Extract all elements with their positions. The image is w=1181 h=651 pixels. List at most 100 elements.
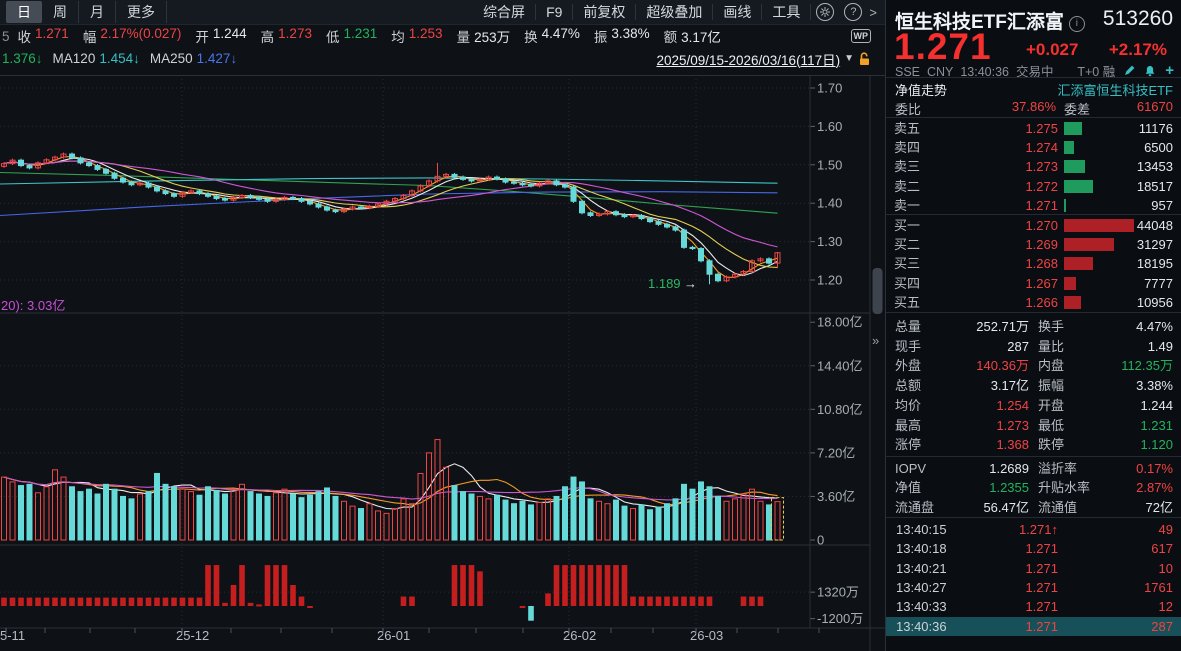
- edit-pencil-icon[interactable]: [1124, 65, 1135, 76]
- volume-bar: [137, 493, 143, 541]
- volume-bar: [553, 495, 560, 541]
- volume-bar: [86, 488, 92, 541]
- date-range-control[interactable]: 2025/09/15-2026/03/16(117日) ▼: [656, 49, 871, 69]
- fundflow-bar: [647, 596, 653, 606]
- volume-bar: [256, 493, 262, 541]
- fundflow-bar: [154, 597, 160, 606]
- price-tick-label: 1.40: [817, 196, 842, 211]
- help-icon[interactable]: ?: [844, 3, 863, 21]
- stat-label: 最高: [895, 417, 922, 433]
- toolbar-item-5[interactable]: 工具: [762, 4, 812, 20]
- tab-period-2[interactable]: 月: [79, 1, 116, 23]
- wp-window-icon[interactable]: WP: [850, 29, 871, 43]
- alert-bell-icon[interactable]: [1144, 65, 1156, 77]
- orderbook-price[interactable]: 1.275: [1025, 121, 1058, 136]
- unlock-icon[interactable]: [858, 51, 871, 66]
- tab-period-0[interactable]: 日: [6, 1, 42, 23]
- orderbook-price[interactable]: 1.271: [1025, 197, 1058, 213]
- quote-stat-6: 量 253万: [457, 26, 511, 46]
- orderbook-price[interactable]: 1.267: [1025, 275, 1058, 291]
- stat-label: 振幅: [1038, 378, 1065, 394]
- toolbar-item-3[interactable]: 超级叠加: [636, 4, 714, 20]
- toolbar-item-4[interactable]: 画线: [713, 4, 763, 20]
- quote-stat-value: 1.273: [278, 26, 312, 41]
- fundflow-bar: [26, 597, 33, 606]
- stat-value: 112.35万: [1121, 358, 1173, 374]
- volume-bar: [740, 493, 747, 541]
- candle-body: [349, 206, 356, 210]
- orderbook-depth-bar: [1064, 257, 1093, 271]
- candle-body: [451, 173, 458, 178]
- tab-period-1[interactable]: 周: [42, 1, 79, 23]
- tab-period-3[interactable]: 更多: [116, 1, 167, 23]
- volume-bar: [536, 501, 543, 541]
- candle-body: [511, 181, 517, 184]
- orderbook-price[interactable]: 1.274: [1025, 140, 1058, 156]
- orderbook-depth-bar: [1064, 122, 1082, 135]
- ma20-line: [3, 160, 778, 248]
- fundflow-bar: [205, 565, 211, 606]
- sell-row-2[interactable]: 卖三 1.273 13453: [886, 157, 1181, 176]
- kline-chart[interactable]: 1.70 1.60 1.50 1.40 1.30 1.20 18.00亿 14.40亿 10.8…: [0, 75, 885, 651]
- candle-body: [655, 221, 662, 225]
- buy-row-0[interactable]: 买一 1.270 44048: [886, 216, 1181, 235]
- candle-body: [528, 184, 534, 187]
- candle-body: [332, 209, 339, 213]
- month-label: 26-03: [690, 628, 723, 643]
- orderbook-depth-bar: [1064, 295, 1082, 309]
- toolbar-more-icon[interactable]: >: [869, 4, 877, 20]
- orderbook-level-label: 买五: [894, 294, 921, 310]
- sell-row-1[interactable]: 卖四 1.274 6500: [886, 138, 1181, 157]
- settings-gear-icon[interactable]: [816, 3, 835, 21]
- orderbook-qty: 18195: [1136, 256, 1173, 272]
- nav-trend-link[interactable]: 净值走势: [895, 83, 948, 98]
- volume-bar: [655, 506, 662, 541]
- volume-bar: [128, 498, 135, 541]
- buy-row-1[interactable]: 买二 1.269 31297: [886, 235, 1181, 254]
- sell-row-3[interactable]: 卖二 1.272 18517: [886, 177, 1181, 196]
- orderbook-price[interactable]: 1.270: [1025, 218, 1058, 233]
- toolbar-item-1[interactable]: F9: [536, 4, 574, 20]
- volume-bar: [324, 487, 330, 541]
- fundflow-bar: [213, 565, 220, 606]
- ma-values: 1.376↓ MA120 1.454↓ MA250 1.427↓: [2, 51, 247, 66]
- ma-value: 1.454↓: [99, 51, 140, 66]
- orderbook-price[interactable]: 1.266: [1025, 294, 1058, 310]
- stat-value: 2.87%: [1136, 480, 1173, 496]
- orderbook-price[interactable]: 1.273: [1025, 159, 1058, 175]
- scrollbar-thumb[interactable]: [872, 268, 883, 314]
- fund-name-link[interactable]: 汇添富恒生科技ETF: [1057, 83, 1173, 98]
- add-icon[interactable]: +: [1165, 62, 1174, 79]
- candle-body: [145, 182, 152, 188]
- expand-panel-icon[interactable]: »: [872, 333, 879, 348]
- last-price: 1.271: [894, 26, 992, 67]
- quote-stat-label: 振: [593, 30, 608, 45]
- buy-row-3[interactable]: 买四 1.267 7777: [886, 274, 1181, 293]
- candle-body: [689, 246, 696, 250]
- toolbar-item-2[interactable]: 前复权: [573, 4, 637, 20]
- period-tabs: 日周月更多: [6, 0, 167, 24]
- orderbook-price[interactable]: 1.269: [1025, 237, 1058, 253]
- sell-row-0[interactable]: 卖五 1.275 11176: [886, 119, 1181, 138]
- chevron-down-icon[interactable]: ▼: [844, 53, 854, 64]
- toolbar-item-0[interactable]: 综合屏: [473, 4, 537, 20]
- volume-bar: [596, 500, 602, 541]
- volume-tick-label: 3.60亿: [817, 489, 855, 504]
- info-icon[interactable]: i: [1068, 15, 1085, 32]
- orderbook-price[interactable]: 1.272: [1025, 178, 1058, 194]
- fundflow-bar: [9, 597, 16, 606]
- stat-value: 3.38%: [1136, 378, 1173, 394]
- stat-label: 流通值: [1038, 499, 1078, 515]
- volume-bar: [706, 486, 713, 541]
- buy-row-2[interactable]: 买三 1.268 18195: [886, 254, 1181, 273]
- orderbook-level-label: 买四: [894, 275, 921, 291]
- tags-and-actions: T+0 融 +: [1077, 61, 1181, 80]
- date-range-label[interactable]: 2025/09/15-2026/03/16(117日): [656, 52, 841, 68]
- sell-row-4[interactable]: 卖一 1.271 957: [886, 196, 1181, 215]
- divider: [886, 312, 1181, 313]
- quote-stat-label: 高: [260, 30, 275, 45]
- fundflow-bar: [298, 596, 305, 606]
- buy-row-4[interactable]: 买五 1.266 10956: [886, 293, 1181, 312]
- stat-label: 换手: [1038, 319, 1065, 334]
- orderbook-price[interactable]: 1.268: [1025, 256, 1058, 272]
